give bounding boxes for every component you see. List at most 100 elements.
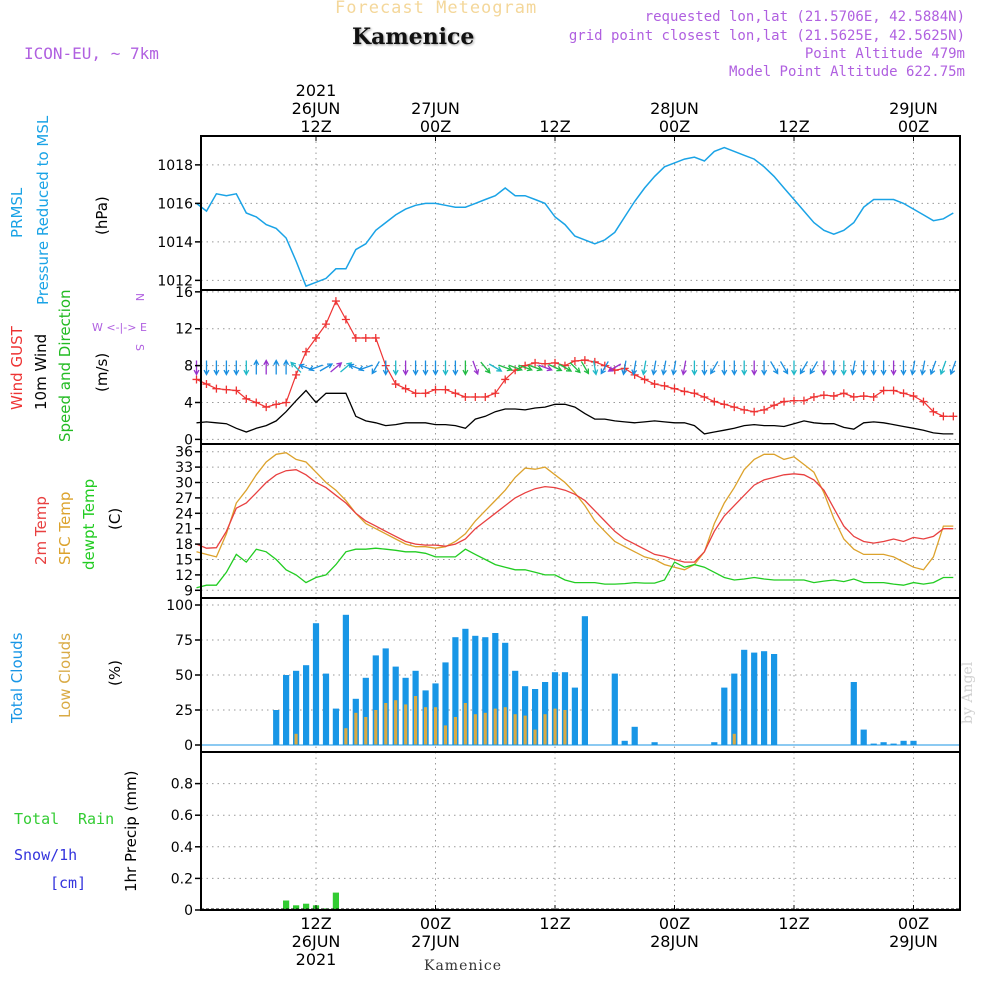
total-clouds-bar [721, 687, 728, 745]
gust-marker [431, 385, 440, 394]
gust-marker [799, 396, 808, 405]
panel-frames [200, 135, 961, 911]
gust-marker [829, 392, 838, 401]
total-clouds-bar [751, 652, 758, 745]
y-tick-label: 16 [175, 285, 193, 301]
wind-direction-arrow [939, 360, 947, 376]
wind-direction-arrow [273, 359, 280, 375]
wind-direction-arrow [558, 363, 573, 372]
wind-direction-arrow [472, 360, 480, 376]
top-axis-label: 12Z [778, 117, 809, 136]
precip-panel-frame [200, 751, 961, 911]
total-clouds-bar [462, 628, 469, 745]
gust-marker [879, 386, 888, 395]
gust-marker [680, 387, 689, 396]
dewpt-temp-label: dewpt Temp [80, 479, 98, 570]
wind-direction-arrow [263, 359, 270, 375]
credit-watermark: by Angel [960, 661, 976, 724]
gust-marker [341, 315, 350, 324]
gust-marker [770, 401, 779, 410]
gust-marker [421, 389, 430, 398]
gust-marker [760, 405, 769, 414]
gust-marker [331, 297, 340, 306]
wind-direction-arrow [820, 360, 827, 376]
wind-direction-arrow [528, 364, 543, 372]
pressure-panel-frame [200, 135, 961, 291]
wind-direction-arrow [600, 361, 609, 375]
y-tick-label: 1012 [157, 273, 193, 289]
total-clouds-bar [492, 633, 499, 745]
gust-marker [371, 333, 380, 342]
wind-direction-arrow [761, 360, 768, 376]
total-clouds-bar [502, 642, 509, 745]
gust-marker [849, 392, 858, 401]
gust-marker [650, 380, 659, 389]
wind-direction-arrow [498, 364, 514, 372]
y-tick-label: 50 [175, 668, 193, 684]
low-clouds-bar [453, 717, 457, 745]
wind-direction-arrow [651, 360, 658, 376]
wind-direction-arrow [538, 364, 553, 372]
top-axis-label: 27JUN [411, 99, 460, 118]
wind-direction-arrow [402, 360, 409, 376]
dewpt-temp-line [196, 547, 954, 589]
gust-marker [262, 403, 271, 412]
wind-direction-arrow [580, 361, 590, 375]
gust-marker [361, 333, 370, 342]
wind-direction-arrow [442, 360, 449, 376]
precip-total-label: Total [14, 810, 59, 828]
pressure-label-msl: Pressure Reduced to MSL [34, 115, 52, 305]
precip-snow-unit: [cm] [50, 874, 86, 892]
low-clouds-bar [553, 708, 557, 745]
clouds-unit: (%) [106, 660, 124, 686]
wind-direction-arrow [631, 360, 638, 376]
wind-direction-arrow [701, 360, 708, 376]
total-clouds-bar [332, 708, 339, 745]
wind-direction-arrow [548, 363, 563, 372]
gust-marker [272, 400, 281, 409]
y-tick-label: 0.6 [171, 808, 193, 824]
low-clouds-bar [503, 707, 507, 745]
bottom-axis-label: 12Z [300, 914, 331, 933]
y-tick-label: 0 [184, 903, 193, 919]
top-axis-label: 2021 [296, 81, 337, 100]
point-altitude: Point Altitude 479m [804, 46, 965, 62]
gust-marker [790, 396, 798, 405]
gust-marker [750, 407, 759, 416]
wind-direction-arrow [203, 360, 210, 376]
wind-speed-line [196, 389, 954, 435]
gust-marker [899, 389, 908, 398]
gust-marker [839, 389, 848, 398]
wind-direction-arrow [830, 360, 837, 376]
low-clouds-bar [473, 714, 477, 745]
wind-direction-arrow [850, 360, 857, 376]
precip-rain-label: Rain [78, 810, 114, 828]
gust-marker [222, 385, 231, 394]
gust-marker [551, 358, 559, 367]
low-clouds-bar [523, 715, 527, 745]
wind-direction-arrow [330, 362, 343, 373]
y-tick-label: 0.8 [171, 777, 193, 793]
y-tick-label: 0 [184, 738, 193, 754]
wind-direction-arrow [488, 363, 503, 372]
temp-2m-line [196, 469, 954, 563]
total-clouds-bar [532, 689, 539, 745]
total-clouds-bar [870, 743, 877, 745]
gust-marker [461, 392, 470, 401]
total-clouds-bar [372, 655, 379, 745]
gust-marker [690, 389, 699, 398]
compass-west-east: W <-|-> E [92, 321, 147, 334]
y-tick-label: 0.4 [171, 840, 193, 856]
wind-direction-arrow [290, 361, 302, 373]
total-clouds-bar [611, 673, 618, 745]
gust-marker [929, 407, 938, 416]
wind-direction-arrow [770, 361, 779, 375]
wind-direction-arrow [392, 360, 399, 376]
total-clouds-bar [303, 665, 310, 745]
wind-direction-arrow [949, 360, 957, 376]
total-clouds-bar [382, 648, 389, 745]
gust-marker [740, 405, 749, 414]
gust-marker [889, 386, 898, 395]
wind-direction-arrow [809, 361, 818, 375]
bottom-axis-label: 00Z [898, 914, 929, 933]
